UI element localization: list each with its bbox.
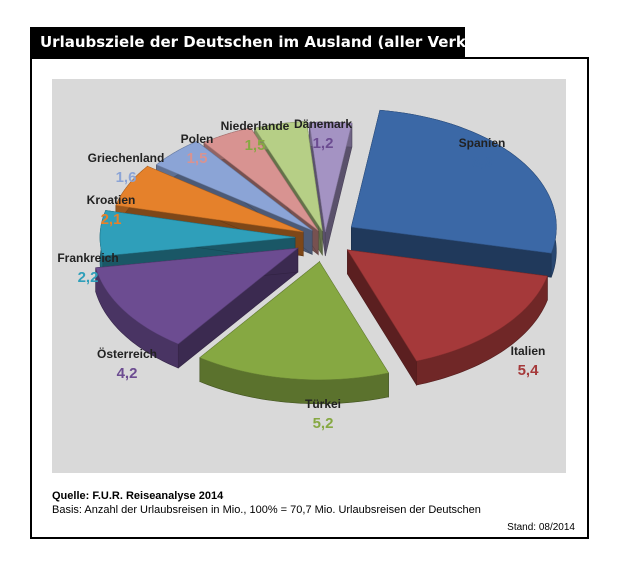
slice-türkei (199, 260, 389, 405)
slice-italien (346, 248, 548, 387)
value-kroatien: 2,1 (101, 211, 122, 228)
value-niederlande: 1,5 (245, 137, 266, 154)
value-frankreich: 2,2 (78, 269, 99, 286)
slice-top (99, 210, 296, 257)
label-spanien: Spanien (459, 136, 506, 150)
value-griechenland: 1,6 (116, 169, 137, 186)
value-türkei: 5,2 (313, 415, 334, 432)
slice-top (155, 141, 313, 231)
date-stamp: Stand: 08/2014 (507, 522, 575, 533)
slice-top (115, 165, 304, 233)
label-niederlande: Niederlande (221, 119, 290, 133)
slice-österreich (95, 247, 299, 369)
label-frankreich: Frankreich (57, 251, 118, 265)
label-kroatien: Kroatien (87, 193, 136, 207)
basis-note: Basis: Anzahl der Urlaubsreisen in Mio.,… (52, 504, 481, 516)
slice-spanien (350, 109, 557, 278)
value-österreich: 4,2 (117, 365, 138, 382)
value-dänemark: 1,2 (313, 135, 334, 152)
label-italien: Italien (511, 344, 546, 358)
label-griechenland: Griechenland (88, 151, 165, 165)
slice-top (95, 247, 299, 345)
slice-top (203, 127, 319, 231)
label-österreich: Österreich (97, 346, 157, 361)
slice-top (254, 121, 323, 232)
value-spanien: 8,9 (472, 154, 493, 171)
slice-top (350, 109, 557, 254)
label-polen: Polen (181, 132, 214, 146)
label-dänemark: Dänemark (294, 117, 352, 131)
value-italien: 5,4 (518, 362, 540, 379)
slice-top (346, 249, 548, 362)
source-note: Quelle: F.U.R. Reiseanalyse 2014 (52, 490, 224, 502)
chart-title: Urlaubsziele der Deutschen im Ausland (a… (30, 27, 555, 57)
value-polen: 1,5 (187, 150, 208, 167)
slice-top (309, 121, 353, 233)
slice-top (199, 261, 389, 381)
label-türkei: Türkei (305, 397, 341, 411)
